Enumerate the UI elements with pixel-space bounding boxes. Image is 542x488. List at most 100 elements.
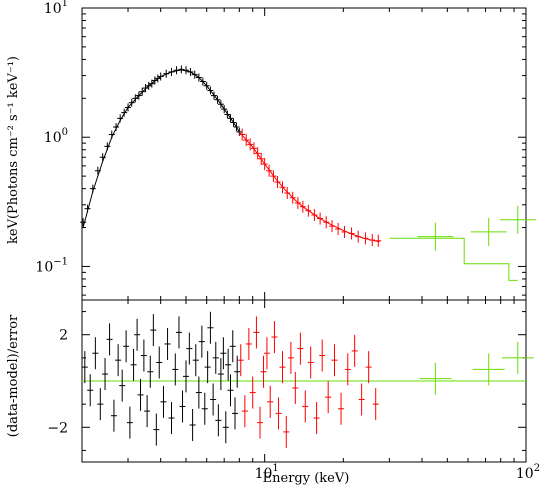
data-point [258, 152, 265, 165]
data-point [108, 130, 115, 139]
y-tick-label: 10−1 [35, 256, 68, 275]
data-point [362, 232, 369, 245]
data-point [173, 66, 180, 75]
y-tick-label: 101 [44, 0, 68, 17]
residual-point [313, 402, 320, 435]
residual-point [372, 388, 379, 421]
data-point [182, 66, 189, 75]
residual-point [175, 316, 182, 349]
residual-point [81, 351, 88, 384]
residual-point [87, 374, 94, 407]
data-point [335, 222, 342, 235]
residual-point [195, 376, 202, 409]
residual-point [192, 344, 199, 377]
residual-point [147, 355, 154, 388]
residual-point [351, 334, 358, 367]
residual-point [325, 381, 332, 414]
residual-point [331, 344, 338, 377]
data-point [323, 216, 330, 229]
data-point [243, 134, 250, 147]
data-point [89, 184, 96, 193]
data-point [341, 225, 348, 238]
residual-point [227, 374, 234, 407]
residual-point [472, 353, 505, 386]
data-point [214, 95, 221, 104]
data-point [221, 105, 228, 114]
data-point [311, 209, 318, 222]
residual-point [204, 351, 211, 384]
data-point [369, 234, 376, 247]
residual-point [110, 399, 117, 432]
plot-frame-spectrum [81, 7, 527, 301]
data-point [80, 218, 87, 227]
model-line [389, 237, 518, 281]
data-point [117, 114, 124, 123]
residual-point [225, 348, 232, 381]
residual-point [160, 385, 167, 418]
residual-point [134, 318, 141, 351]
data-point [191, 70, 198, 79]
y-axis-label-residuals: (data-model)/error [6, 314, 21, 437]
data-point [132, 94, 139, 103]
residual-point [232, 397, 239, 430]
residual-point [319, 339, 326, 372]
residual-point [156, 346, 163, 379]
data-point [139, 87, 146, 96]
residual-point [283, 415, 290, 448]
data-point [417, 222, 454, 251]
residual-point [241, 395, 248, 428]
spectrum-panel: 101 100 10−1 [35, 0, 536, 462]
data-point [289, 191, 296, 204]
residual-point [164, 327, 171, 360]
residual-point [249, 376, 256, 409]
residual-point [201, 392, 208, 425]
data-point [317, 212, 324, 225]
data-point [261, 158, 268, 171]
residual-point [263, 337, 270, 370]
residual-point [253, 316, 260, 349]
residual-point [217, 358, 224, 391]
data-point [148, 79, 155, 88]
data-point [195, 73, 202, 82]
residual-point [365, 351, 372, 384]
residual-point [237, 344, 244, 377]
data-point [142, 84, 149, 93]
data-point [239, 128, 246, 141]
data-point [375, 234, 382, 247]
residual-point [287, 341, 294, 374]
data-point [250, 142, 257, 155]
data-point [355, 230, 362, 243]
residual-point [126, 406, 133, 439]
data-point [299, 200, 306, 213]
data-point [154, 74, 161, 83]
data-point [178, 65, 185, 74]
residual-point [501, 341, 534, 374]
data-point [199, 77, 206, 86]
residual-point [245, 327, 252, 360]
data-point [247, 138, 254, 151]
model-line [82, 69, 240, 228]
residual-point [215, 404, 222, 437]
residual-point [297, 332, 304, 365]
residual-point [267, 385, 274, 418]
data-point [284, 187, 291, 200]
residual-point [153, 413, 160, 446]
residuals-panel: 2 −2 101 102 [47, 299, 540, 482]
data-point [270, 170, 277, 183]
x-tick-label: 102 [516, 463, 540, 482]
residual-point [260, 355, 267, 388]
data-point [217, 100, 224, 109]
data-point [121, 108, 128, 117]
residual-point [119, 369, 126, 402]
data-point [329, 220, 336, 233]
data-point [207, 86, 214, 95]
data-point [266, 164, 273, 177]
residual-point [344, 353, 351, 386]
data-point [94, 166, 101, 175]
x-axis-label: Energy (keV) [263, 471, 350, 486]
residual-point [123, 330, 130, 363]
data-point [254, 147, 261, 160]
residual-point [198, 325, 205, 358]
data-point [227, 114, 234, 123]
data-point [168, 67, 175, 76]
